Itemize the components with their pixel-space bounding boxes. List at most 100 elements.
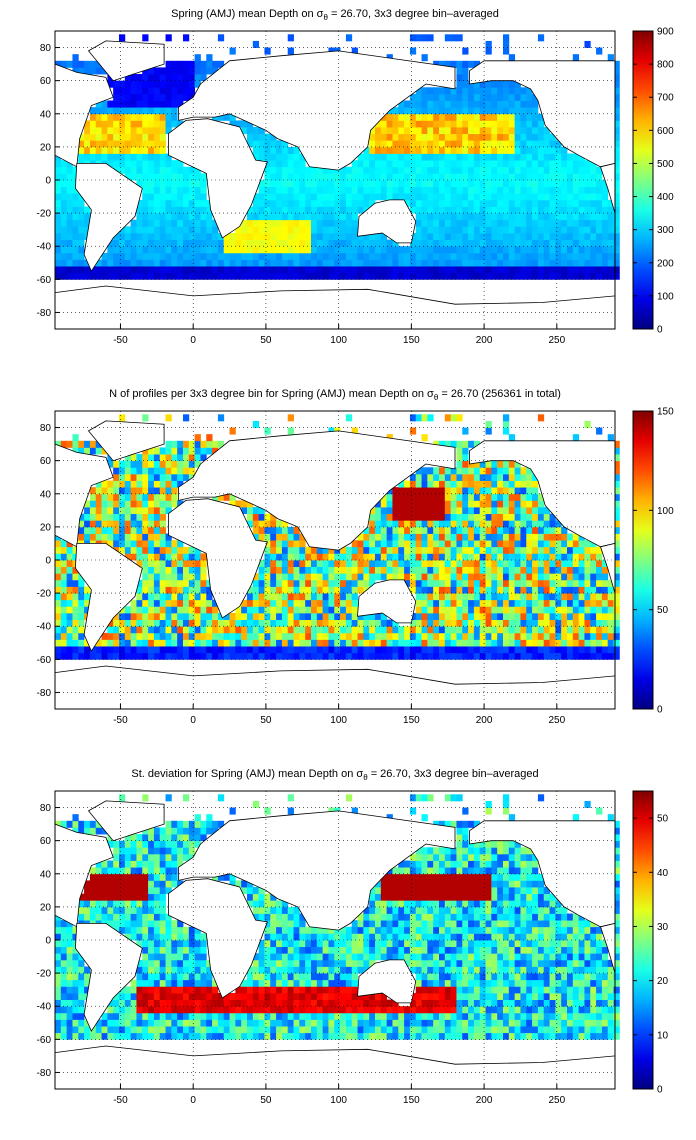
heatmap-cell (270, 553, 277, 561)
heatmap-cell (113, 847, 120, 855)
heatmap-cell (572, 272, 580, 280)
heatmap-cell (177, 992, 184, 1000)
heatmap-cell (188, 60, 196, 68)
heatmap-cell (380, 573, 388, 581)
heatmap-cell (601, 246, 609, 254)
heatmap-cell (165, 500, 172, 508)
heatmap-cell (514, 160, 521, 168)
heatmap-cell (462, 226, 469, 234)
heatmap-cell (124, 100, 132, 108)
heatmap-cell (217, 652, 225, 660)
heatmap-cell (113, 999, 120, 1007)
heatmap-cell (89, 906, 97, 914)
heatmap-cell (462, 507, 469, 515)
heatmap-cell (159, 266, 166, 274)
heatmap-cell (473, 87, 481, 95)
heatmap-cell (316, 206, 324, 214)
heatmap-cell (473, 612, 481, 620)
heatmap-cell (217, 493, 225, 501)
heatmap-cell (485, 180, 492, 188)
heatmap-cell (468, 573, 475, 581)
heatmap-cell (95, 60, 102, 68)
heatmap-cell (188, 252, 196, 260)
heatmap-cell (130, 1019, 137, 1027)
heatmap-cell (119, 500, 126, 508)
heatmap-cell (252, 619, 260, 627)
heatmap-cell (66, 272, 73, 280)
heatmap-cell (107, 259, 114, 267)
heatmap-cell (247, 120, 254, 128)
heatmap-cell (526, 646, 533, 654)
heatmap-cell (427, 639, 434, 647)
heatmap-cell (153, 199, 161, 207)
heatmap-cell (183, 74, 190, 82)
heatmap-cell (444, 546, 452, 554)
heatmap-cell (183, 166, 190, 174)
heatmap-cell (270, 246, 277, 254)
heatmap-cell (409, 507, 417, 515)
heatmap-cell (217, 646, 225, 654)
heatmap-cell (409, 480, 417, 488)
heatmap-cell (165, 1006, 172, 1014)
heatmap-cell (456, 606, 463, 614)
heatmap-cell (497, 546, 504, 554)
heatmap-cell (124, 546, 132, 554)
heatmap-cell (485, 113, 492, 121)
heatmap-cell (561, 586, 568, 594)
heatmap-cell (503, 100, 510, 108)
heatmap-cell (433, 533, 440, 541)
heatmap-cell (473, 186, 481, 194)
heatmap-cell (375, 173, 382, 181)
heatmap-cell (142, 959, 149, 967)
heatmap-cell (439, 606, 446, 614)
heatmap-cell (258, 652, 265, 660)
heatmap-cell (572, 199, 580, 207)
heatmap-cell (177, 586, 184, 594)
heatmap-cell (171, 60, 178, 68)
heatmap-cell (421, 54, 428, 62)
heatmap-cell (444, 180, 452, 188)
heatmap-cell (293, 272, 300, 280)
heatmap-cell (508, 626, 516, 634)
heatmap-cell (398, 120, 405, 128)
heatmap-cell (148, 847, 155, 855)
heatmap-cell (479, 186, 486, 194)
heatmap-cell (526, 113, 533, 121)
heatmap-cell (183, 226, 190, 234)
heatmap-cell (316, 166, 324, 174)
heatmap-cell (264, 560, 271, 568)
heatmap-cell (136, 873, 143, 881)
heatmap-cell (113, 473, 120, 481)
heatmap-cell (113, 880, 120, 888)
heatmap-cell (72, 1026, 79, 1034)
heatmap-cell (159, 847, 166, 855)
heatmap-cell (404, 566, 411, 574)
heatmap-cell (526, 599, 533, 607)
heatmap-cell (497, 93, 504, 101)
heatmap-cell (444, 193, 452, 201)
heatmap-cell (375, 120, 382, 128)
heatmap-cell (357, 639, 364, 647)
heatmap-cell (433, 213, 440, 221)
heatmap-cell (427, 480, 434, 488)
heatmap-cell (584, 606, 591, 614)
heatmap-cell (340, 626, 347, 634)
heatmap-cell (183, 259, 190, 267)
heatmap-cell (526, 526, 533, 534)
heatmap-cell (107, 107, 114, 115)
heatmap-cell (130, 853, 137, 861)
heatmap-cell (444, 632, 452, 640)
heatmap-cell (60, 652, 68, 660)
heatmap-cell (514, 100, 521, 108)
heatmap-cell (450, 414, 457, 422)
heatmap-cell (468, 553, 475, 561)
heatmap-cell (148, 986, 155, 994)
heatmap-cell (485, 87, 492, 95)
heatmap-cell (473, 546, 481, 554)
heatmap-cell (497, 206, 504, 214)
heatmap-cell (345, 219, 353, 227)
heatmap-cell (421, 553, 428, 561)
heatmap-cell (567, 232, 574, 240)
heatmap-cell (613, 579, 620, 587)
heatmap-cell (299, 573, 306, 581)
